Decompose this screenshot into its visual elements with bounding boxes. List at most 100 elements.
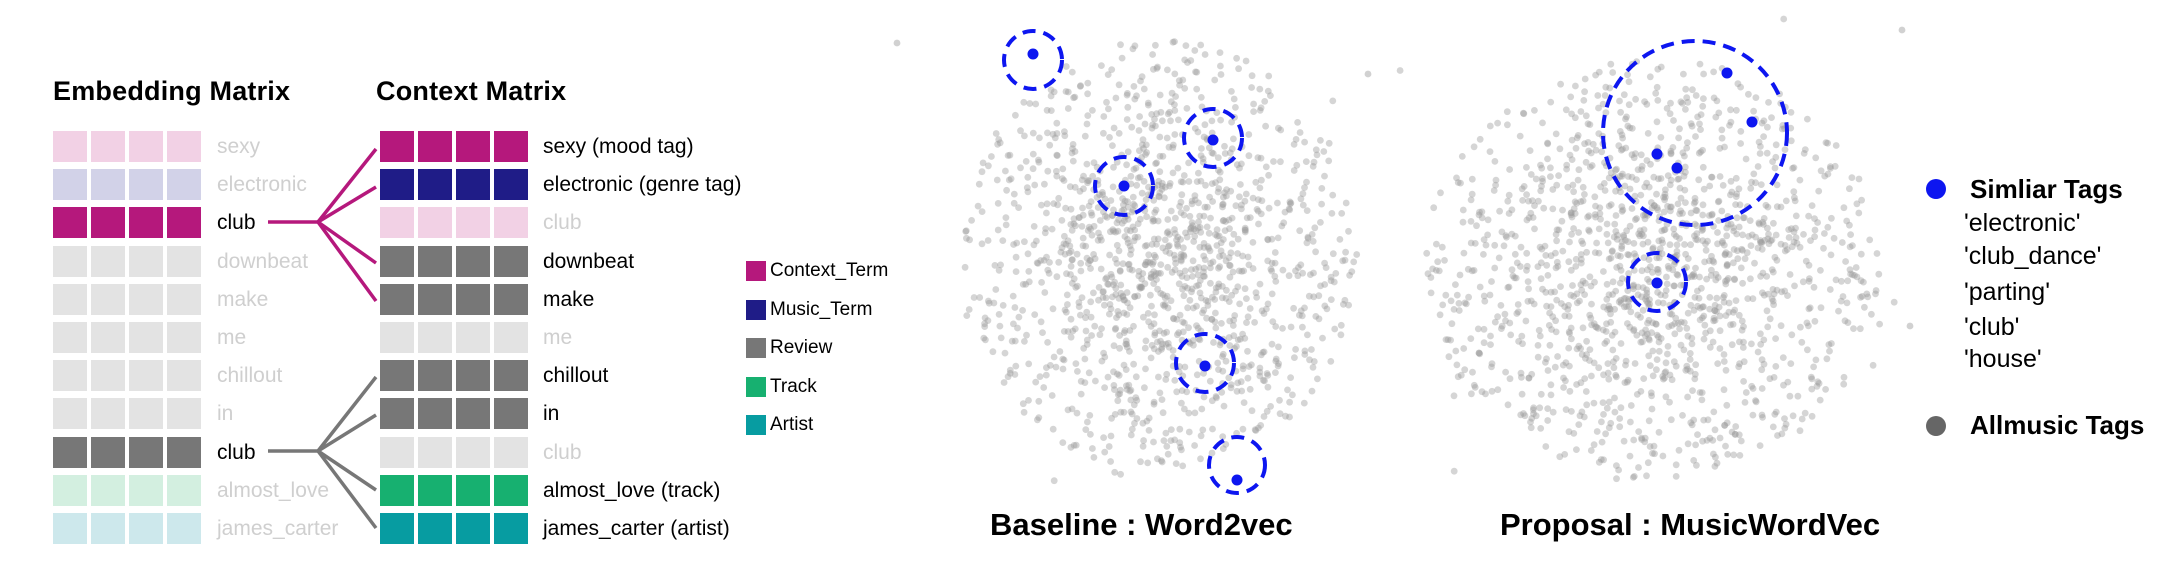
tag-point — [1290, 167, 1298, 174]
tag-point — [1137, 77, 1144, 85]
tag-point — [1718, 207, 1726, 215]
tag-point — [1714, 360, 1722, 367]
tag-point — [1763, 149, 1771, 157]
tag-point — [1637, 388, 1645, 395]
tag-point — [1083, 341, 1091, 348]
tag-point — [1154, 455, 1161, 463]
tag-point — [985, 162, 992, 170]
tag-point — [1652, 320, 1660, 328]
tag-point — [1784, 292, 1791, 299]
tag-point — [1447, 336, 1454, 344]
tag-point — [1620, 91, 1628, 99]
tag-point — [1577, 198, 1585, 206]
tag-point — [1157, 261, 1165, 268]
tag-point — [1547, 173, 1554, 181]
embedding-cell — [91, 131, 125, 162]
tag-point — [1700, 70, 1707, 78]
tag-point — [1274, 362, 1282, 370]
tag-point — [1250, 108, 1257, 115]
tag-point — [1235, 267, 1243, 275]
embedding-cell — [91, 322, 125, 353]
tag-point — [1099, 288, 1107, 296]
tag-point — [1148, 111, 1156, 118]
tag-point — [1133, 92, 1140, 100]
tag-point — [1051, 134, 1059, 142]
tag-point — [1155, 193, 1163, 201]
tag-point — [1749, 385, 1757, 392]
tag-point — [1667, 99, 1674, 107]
tag-point — [1716, 434, 1724, 442]
tag-point — [1208, 397, 1216, 405]
tag-point — [1306, 356, 1313, 364]
tag-point — [1638, 329, 1646, 337]
context-row-label: sexy (mood tag) — [543, 135, 694, 158]
tag-point — [1136, 215, 1144, 223]
context-cell — [456, 360, 490, 392]
tag-point — [1546, 341, 1554, 349]
tag-point — [1244, 313, 1252, 321]
tag-point — [997, 261, 1004, 269]
tag-point — [1860, 278, 1867, 286]
tag-point — [1325, 157, 1333, 165]
tag-point — [1070, 275, 1078, 283]
tag-point — [1158, 182, 1166, 190]
tag-point — [1573, 345, 1581, 353]
tag-point — [1193, 178, 1201, 186]
tag-point — [1121, 233, 1129, 240]
tag-point — [1812, 154, 1820, 162]
embedding-cell — [167, 322, 201, 353]
tag-point — [1567, 211, 1575, 219]
tag-point — [1084, 112, 1092, 119]
tag-point — [1328, 210, 1336, 217]
tag-point — [1159, 291, 1167, 298]
tag-point — [1139, 136, 1147, 144]
tag-point — [1535, 326, 1543, 334]
tag-point — [1759, 269, 1767, 277]
tag-point — [1702, 329, 1709, 337]
tag-point — [988, 153, 995, 160]
tag-point — [1523, 191, 1530, 199]
tag-point — [1596, 204, 1604, 212]
tag-point — [1719, 182, 1727, 189]
tag-point — [1544, 417, 1552, 424]
tag-point — [1141, 261, 1149, 268]
tag-point — [1179, 318, 1187, 326]
tag-point — [893, 39, 901, 47]
embedding-row-label: almost_love — [217, 478, 330, 502]
tag-point — [1476, 208, 1483, 216]
tag-point — [1492, 181, 1499, 189]
tag-point — [1518, 185, 1526, 193]
tag-point — [1196, 289, 1204, 297]
tag-point — [1067, 443, 1075, 451]
tag-point — [1174, 242, 1182, 250]
tag-point — [1222, 441, 1230, 448]
embedding-cell — [129, 207, 163, 239]
tag-point — [1235, 65, 1242, 73]
tag-point — [1128, 410, 1136, 418]
tag-point — [1167, 117, 1174, 125]
tag-point — [1225, 216, 1233, 224]
tag-point — [1191, 124, 1199, 132]
tag-point — [1200, 268, 1207, 276]
tag-point — [1233, 161, 1241, 169]
tag-point — [1579, 240, 1587, 248]
tag-point — [1108, 414, 1115, 422]
tag-point — [1644, 238, 1652, 246]
club-context-connectors — [268, 147, 378, 303]
tag-point — [1265, 204, 1273, 212]
tag-point — [1118, 54, 1126, 62]
tag-point — [1715, 197, 1723, 205]
tag-point — [1156, 133, 1164, 141]
tag-point — [1620, 233, 1628, 241]
tag-point — [963, 234, 970, 242]
tag-point — [1645, 183, 1653, 191]
tag-point — [1676, 325, 1683, 333]
tag-point — [1639, 240, 1647, 248]
tag-point — [1580, 413, 1588, 421]
tag-point — [1827, 251, 1835, 259]
tag-point — [1083, 308, 1091, 316]
tag-point — [1174, 331, 1181, 339]
tag-point — [1087, 209, 1095, 217]
tag-point — [1090, 289, 1097, 297]
context-cell — [418, 131, 452, 162]
